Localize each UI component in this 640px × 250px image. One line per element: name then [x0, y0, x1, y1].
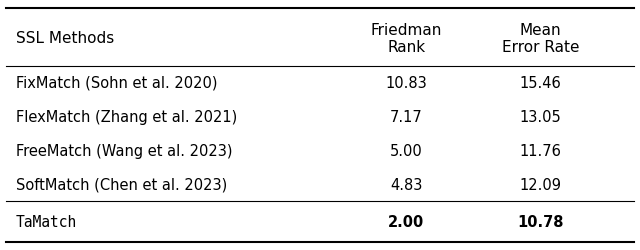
Text: SoftMatch (Chen et al. 2023): SoftMatch (Chen et al. 2023) — [16, 177, 227, 192]
Text: 10.83: 10.83 — [385, 76, 428, 90]
Text: SSL Methods: SSL Methods — [16, 31, 115, 46]
Text: 12.09: 12.09 — [520, 177, 562, 192]
Text: FlexMatch (Zhang et al. 2021): FlexMatch (Zhang et al. 2021) — [16, 110, 237, 124]
Text: 13.05: 13.05 — [520, 110, 562, 124]
Text: 15.46: 15.46 — [520, 76, 562, 90]
Text: 10.78: 10.78 — [518, 214, 564, 229]
Text: FreeMatch (Wang et al. 2023): FreeMatch (Wang et al. 2023) — [16, 143, 232, 158]
Text: 5.00: 5.00 — [390, 143, 423, 158]
Text: 7.17: 7.17 — [390, 110, 423, 124]
Text: 2.00: 2.00 — [388, 214, 424, 229]
Text: FixMatch (Sohn et al. 2020): FixMatch (Sohn et al. 2020) — [16, 76, 218, 90]
Text: 11.76: 11.76 — [520, 143, 562, 158]
Text: TaMatch: TaMatch — [16, 214, 77, 229]
Text: 4.83: 4.83 — [390, 177, 422, 192]
Text: Friedman
Rank: Friedman Rank — [371, 22, 442, 55]
Text: Mean
Error Rate: Mean Error Rate — [502, 22, 580, 55]
